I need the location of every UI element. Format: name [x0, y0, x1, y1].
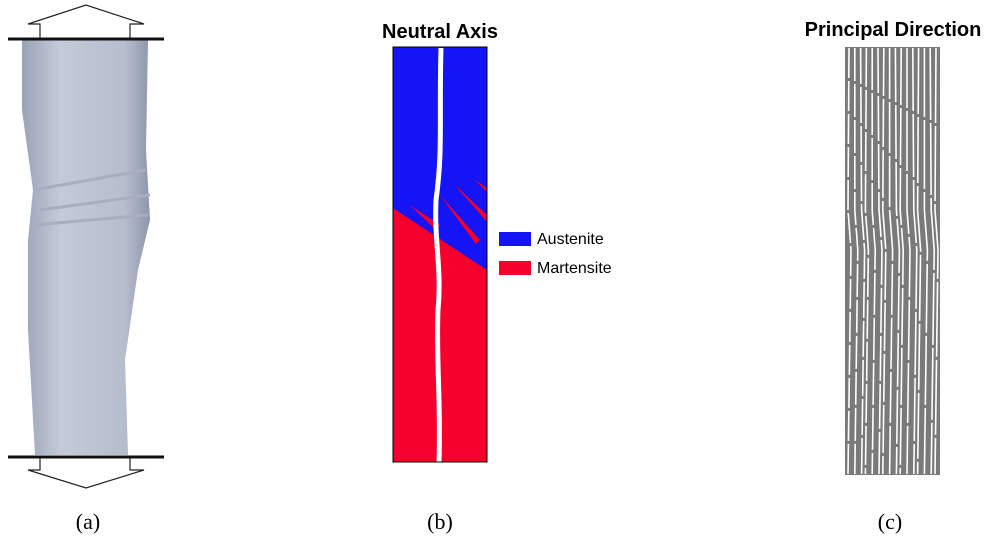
streamline — [894, 47, 901, 475]
streamline — [923, 48, 929, 475]
neutral-axis — [433, 47, 444, 463]
arrow-top — [27, 4, 145, 38]
caption: (b) — [427, 509, 453, 534]
streamline — [912, 47, 918, 475]
legend-swatch — [499, 232, 531, 246]
panel-title: Neutral Axis — [382, 21, 498, 43]
streamline — [881, 47, 887, 475]
panel-a: (a) — [8, 4, 164, 534]
caption: (a) — [76, 509, 100, 534]
shear-bands — [32, 168, 151, 227]
legend-label: Martensite — [537, 260, 612, 277]
panel-b: Neutral Axis Austenite Martensite (b) — [382, 21, 612, 534]
legend-label: Austenite — [537, 231, 604, 248]
streamline — [916, 47, 922, 475]
streamline — [906, 48, 911, 475]
panel-title: Principal Direction — [805, 19, 982, 41]
arrow-bottom — [27, 457, 145, 489]
streamline — [864, 47, 870, 475]
streamline — [871, 48, 877, 475]
legend-swatch — [499, 261, 531, 275]
streamline — [859, 47, 866, 475]
streamline — [934, 47, 939, 475]
streamline — [847, 47, 852, 475]
caption: (c) — [878, 509, 902, 534]
streamline — [854, 48, 859, 475]
streamline — [888, 48, 894, 475]
streamline — [899, 47, 905, 475]
panel-c: Principal Direction (c) — [805, 19, 982, 534]
specimen — [22, 40, 150, 455]
streamline — [877, 47, 883, 475]
streamline — [929, 47, 936, 475]
panel-frame — [392, 46, 488, 463]
